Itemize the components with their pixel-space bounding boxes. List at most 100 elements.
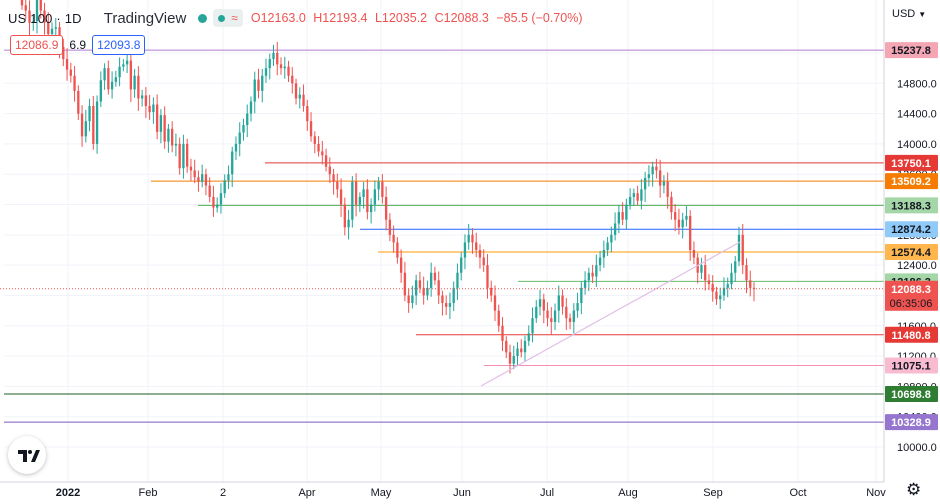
symbol-label[interactable]: US 100 · 1D <box>8 10 82 26</box>
candle-body <box>598 257 602 266</box>
candle <box>321 140 324 165</box>
level-tag-text: 12874.2 <box>891 224 931 236</box>
level-tag-text: 13188.3 <box>891 200 931 212</box>
candle-body <box>561 295 564 307</box>
candle-body <box>734 261 737 273</box>
candle-body <box>516 348 519 357</box>
bid-price-button[interactable]: 12086.9 <box>10 35 64 55</box>
candle <box>531 307 534 343</box>
candle <box>302 84 305 112</box>
candle <box>204 168 208 196</box>
candle-body <box>553 310 557 322</box>
close-value: C12088.3 <box>434 11 489 25</box>
time-axis[interactable]: 2022 Feb 2 Apr May Jun Jul Aug Sep Oct Nov <box>0 481 940 504</box>
candle-body <box>685 215 688 220</box>
candle <box>538 289 542 316</box>
candle-body <box>749 280 752 288</box>
candle-body <box>587 272 590 281</box>
candle <box>35 0 39 34</box>
candle <box>77 85 80 121</box>
level-tag-text: 13750.1 <box>891 158 931 170</box>
level-tag-text: 12574.4 <box>891 247 932 259</box>
candle <box>234 136 238 160</box>
grid <box>4 0 884 482</box>
candle-body <box>392 234 395 243</box>
candle-body <box>381 181 384 197</box>
candle-body <box>313 136 316 144</box>
candle <box>426 280 429 301</box>
candle <box>520 339 523 358</box>
indicator-pill[interactable]: ≈ <box>213 9 243 27</box>
market-open-dot-icon <box>198 13 208 23</box>
candle <box>272 44 275 66</box>
candle <box>625 198 628 230</box>
candle <box>208 177 211 203</box>
candle-body <box>591 272 594 277</box>
candle-body <box>257 79 260 91</box>
candle-body <box>24 5 27 11</box>
candle-body <box>212 196 215 208</box>
tradingview-logo-icon[interactable] <box>8 436 46 474</box>
candle-body <box>535 306 538 319</box>
candle <box>249 96 253 122</box>
candle <box>692 241 696 265</box>
y-tick-label: 14800.0 <box>897 78 937 90</box>
candle-body <box>482 257 485 266</box>
currency-selector[interactable]: USD ▼ <box>888 6 931 22</box>
bid-ask-panel: 12086.9 6.9 12093.8 <box>10 35 146 55</box>
candle <box>264 58 268 83</box>
x-tick-label: Nov <box>866 487 886 499</box>
gear-icon[interactable]: ⚙ <box>906 480 922 499</box>
candle-body <box>677 219 681 228</box>
candle <box>103 63 106 90</box>
candle <box>343 197 346 236</box>
candle <box>212 185 215 217</box>
candle-body <box>129 60 133 90</box>
candle <box>20 0 24 10</box>
y-tick-label: 14000.0 <box>897 139 937 151</box>
candle-body <box>617 212 621 224</box>
candle <box>726 277 729 298</box>
candle-body <box>99 80 102 102</box>
candle-body <box>704 265 707 281</box>
candle-body <box>238 132 241 144</box>
candle <box>174 133 178 157</box>
candle-body <box>463 242 467 258</box>
level-tag: 12874.2 <box>885 221 938 238</box>
level-tag: 10328.9 <box>885 414 938 431</box>
candle <box>546 302 549 327</box>
candle <box>257 68 260 99</box>
candle-body <box>43 10 46 23</box>
candle <box>422 276 425 305</box>
candle <box>568 313 572 330</box>
candle-body <box>309 121 313 137</box>
candle <box>291 67 294 94</box>
ask-price-button[interactable]: 12093.8 <box>92 35 146 55</box>
candle <box>497 304 500 332</box>
candle-body <box>155 104 159 132</box>
candle-body <box>613 223 617 235</box>
candle <box>399 249 403 283</box>
candle <box>598 250 602 272</box>
candle <box>411 285 414 309</box>
candle-body <box>396 242 399 258</box>
candle <box>39 0 42 19</box>
candle-body <box>219 193 223 205</box>
candle <box>107 60 110 95</box>
candle <box>478 244 482 269</box>
candle <box>606 236 609 256</box>
candle-body <box>422 287 425 296</box>
candle <box>193 159 196 184</box>
candle-body <box>261 75 264 91</box>
level-tag-bg <box>885 414 938 431</box>
candle <box>392 225 395 253</box>
candle-body <box>163 115 166 142</box>
candle-body <box>595 265 598 277</box>
candle <box>651 161 654 187</box>
candle <box>587 267 590 292</box>
candle <box>467 224 470 250</box>
level-tag-text: 10328.9 <box>891 417 931 429</box>
level-tag: 15237.8 <box>885 42 938 59</box>
candle-body <box>572 310 575 322</box>
